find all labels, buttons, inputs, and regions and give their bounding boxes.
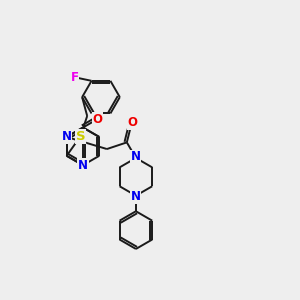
Text: N: N	[78, 159, 88, 172]
Text: F: F	[71, 71, 79, 84]
Text: N: N	[61, 130, 72, 143]
Text: O: O	[93, 112, 103, 125]
Text: O: O	[128, 116, 138, 129]
Text: N: N	[131, 150, 141, 164]
Text: N: N	[131, 190, 141, 203]
Text: S: S	[76, 130, 85, 143]
